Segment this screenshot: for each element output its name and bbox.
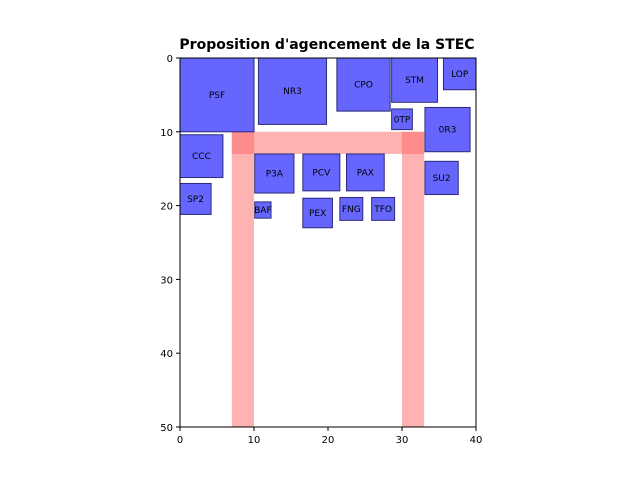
y-tick-label: 40 xyxy=(160,349,173,360)
y-tick-label: 30 xyxy=(160,275,173,286)
facility-box: PCV xyxy=(302,153,341,192)
x-tick-label: 0 xyxy=(177,435,183,446)
facility-label: P3A xyxy=(266,169,284,179)
x-tick-label: 10 xyxy=(248,435,261,446)
facility-box: PEX xyxy=(302,197,333,229)
facility-box: P3A xyxy=(254,153,295,194)
facility-label: PSF xyxy=(209,91,225,101)
facility-rect xyxy=(424,160,459,196)
facility-rect xyxy=(391,108,413,131)
y-tick-label: 10 xyxy=(160,128,173,139)
facility-box: PSF xyxy=(179,57,255,133)
y-tick-label: 20 xyxy=(160,202,173,213)
facility-box: FNG xyxy=(339,196,364,221)
facility-rect xyxy=(179,57,255,133)
road-band xyxy=(402,131,425,428)
facility-label: PEX xyxy=(309,209,326,219)
facility-box: CPO xyxy=(336,57,391,112)
facility-rect xyxy=(254,201,272,219)
x-tick-label: 30 xyxy=(396,435,409,446)
facility-box: 0R3 xyxy=(424,106,471,153)
facility-box: SU2 xyxy=(424,160,459,196)
facility-label: BAF xyxy=(254,206,272,216)
facility-box: CCC xyxy=(179,134,224,179)
facility-rect xyxy=(442,57,477,91)
facility-label: LOP xyxy=(451,70,469,80)
facility-label: SU2 xyxy=(433,174,451,184)
facility-rect xyxy=(339,196,364,221)
facility-label: FNG xyxy=(342,205,361,215)
facility-label: STM xyxy=(405,76,424,86)
facility-label: 0TP xyxy=(394,115,411,125)
facility-box: NR3 xyxy=(257,57,328,125)
facility-rect xyxy=(371,196,396,221)
facility-label: 0R3 xyxy=(439,126,457,136)
facility-label: PAX xyxy=(357,168,374,178)
road-band xyxy=(231,131,425,154)
x-tick-label: 40 xyxy=(470,435,483,446)
facility-label: NR3 xyxy=(283,87,302,97)
facility-rect xyxy=(254,153,295,194)
facility-rect xyxy=(302,197,333,229)
facility-rect xyxy=(424,106,471,153)
facility-box: LOP xyxy=(442,57,477,91)
facility-rect xyxy=(179,182,212,215)
roads-layer xyxy=(231,131,425,428)
facility-box: STM xyxy=(391,57,439,103)
facility-rect xyxy=(179,134,224,179)
facility-label: SP2 xyxy=(187,195,204,205)
facility-label: CPO xyxy=(354,81,373,91)
chart-title: Proposition d'agencement de la STEC xyxy=(179,37,474,53)
facility-rect xyxy=(302,153,341,192)
facility-box: TFO xyxy=(371,196,396,221)
x-tick-label: 20 xyxy=(322,435,335,446)
facility-box: SP2 xyxy=(179,182,212,215)
facility-label: CCC xyxy=(192,152,211,162)
facility-label: PCV xyxy=(312,168,331,178)
facility-rect xyxy=(346,153,385,192)
road-band xyxy=(231,131,254,428)
facility-box: 0TP xyxy=(391,108,413,131)
facility-rect xyxy=(336,57,391,112)
facility-box: BAF xyxy=(254,201,272,219)
y-tick-label: 0 xyxy=(167,54,173,65)
facility-box: PAX xyxy=(346,153,385,192)
facility-label: TFO xyxy=(373,205,392,215)
y-tick-label: 50 xyxy=(160,423,173,434)
axes-layer: 0 10 20 30 40 0 10 20 30 40 50 xyxy=(160,54,482,446)
